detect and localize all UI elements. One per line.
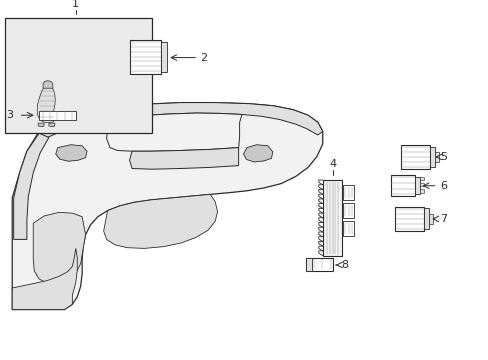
- Bar: [419, 189, 424, 193]
- Polygon shape: [38, 123, 44, 127]
- Text: 7: 7: [439, 214, 447, 224]
- Bar: [343, 203, 353, 218]
- Bar: [161, 42, 167, 72]
- Text: 6: 6: [439, 181, 446, 191]
- Bar: [305, 258, 332, 271]
- Polygon shape: [129, 148, 238, 169]
- Polygon shape: [43, 81, 53, 88]
- Bar: [429, 147, 434, 167]
- Bar: [394, 207, 424, 231]
- Bar: [428, 214, 432, 224]
- Polygon shape: [49, 123, 55, 127]
- Polygon shape: [243, 145, 272, 162]
- Text: 1: 1: [72, 0, 79, 9]
- Bar: [434, 152, 438, 162]
- Polygon shape: [103, 194, 217, 248]
- Polygon shape: [37, 86, 55, 122]
- Bar: [343, 185, 353, 200]
- Polygon shape: [56, 145, 87, 161]
- Bar: [5, 18, 151, 133]
- Bar: [419, 183, 424, 186]
- Polygon shape: [33, 212, 85, 284]
- Bar: [424, 208, 428, 229]
- Bar: [400, 145, 429, 169]
- Text: 2: 2: [200, 53, 207, 63]
- Polygon shape: [106, 113, 242, 151]
- Polygon shape: [14, 133, 49, 239]
- Bar: [419, 177, 424, 180]
- Bar: [343, 221, 353, 236]
- Polygon shape: [39, 103, 322, 140]
- Text: 3: 3: [6, 110, 13, 120]
- Bar: [39, 111, 76, 120]
- Bar: [305, 258, 311, 271]
- Text: 5: 5: [439, 152, 446, 162]
- Bar: [390, 175, 414, 196]
- Text: 8: 8: [341, 260, 348, 270]
- Text: 4: 4: [328, 159, 335, 169]
- Polygon shape: [12, 248, 77, 310]
- Bar: [414, 177, 419, 194]
- Bar: [322, 180, 342, 256]
- Bar: [129, 40, 161, 74]
- Polygon shape: [12, 103, 322, 310]
